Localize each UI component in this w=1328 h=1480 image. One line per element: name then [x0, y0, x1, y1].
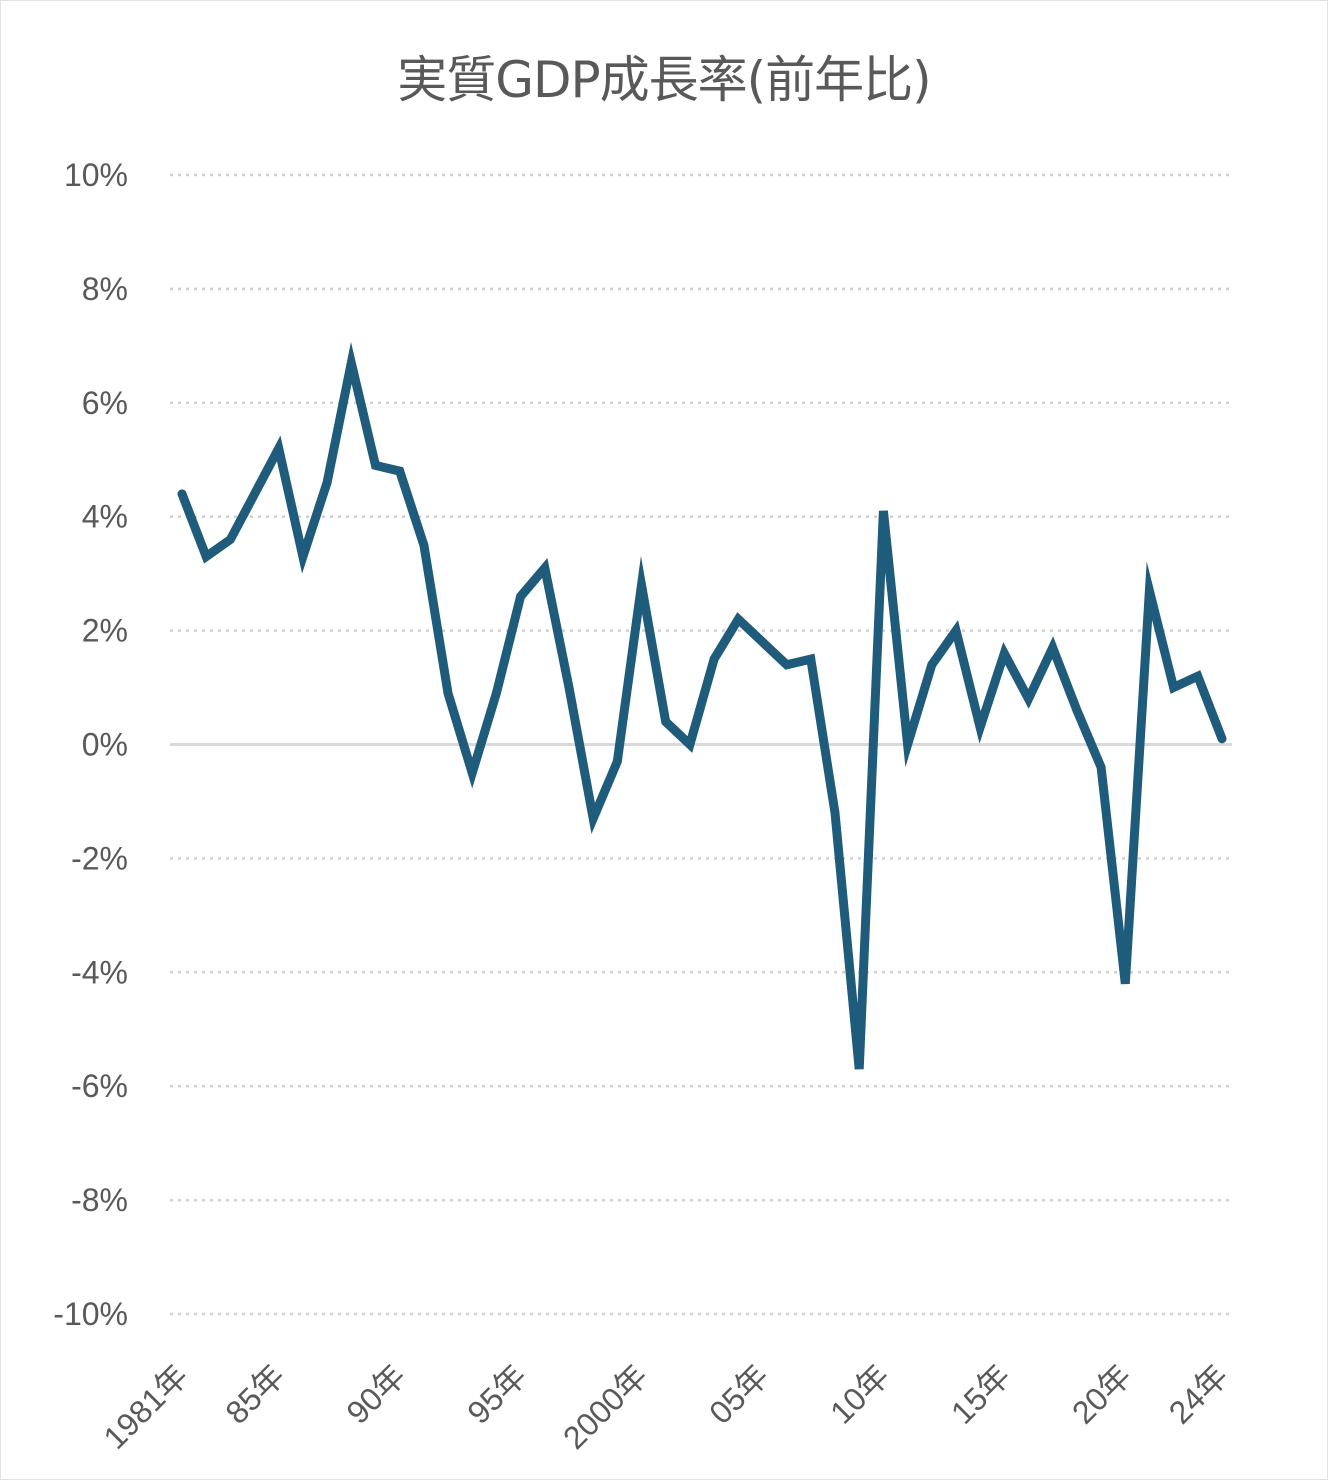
- series-line: [177, 341, 1227, 1070]
- y-tick-label: -10%: [53, 1296, 128, 1332]
- x-tick-label: 20年: [1065, 1357, 1138, 1430]
- y-tick-label: 10%: [64, 157, 128, 193]
- y-tick-label: 4%: [82, 499, 128, 535]
- x-tick-label: 05年: [702, 1357, 775, 1430]
- y-tick-label: -8%: [71, 1182, 128, 1218]
- y-tick-label: 8%: [82, 271, 128, 307]
- x-tick-label: 15年: [944, 1357, 1017, 1430]
- y-tick-label: 6%: [82, 385, 128, 421]
- x-tick-label: 85年: [218, 1357, 291, 1430]
- y-tick-label: -4%: [71, 954, 128, 990]
- y-tick-label: 0%: [82, 727, 128, 763]
- x-tick-label: 10年: [823, 1357, 896, 1430]
- x-tick-label: 2000年: [556, 1357, 654, 1455]
- y-tick-label: -2%: [71, 840, 128, 876]
- x-tick-label: 1981年: [97, 1357, 195, 1455]
- y-tick-label: -6%: [71, 1068, 128, 1104]
- y-tick-label: 2%: [82, 613, 128, 649]
- x-tick-label: 90年: [339, 1357, 412, 1430]
- x-tick-label: 24年: [1162, 1357, 1235, 1430]
- chart-title: 実質GDP成長率(前年比): [397, 51, 931, 109]
- x-tick-label: 95年: [460, 1357, 533, 1430]
